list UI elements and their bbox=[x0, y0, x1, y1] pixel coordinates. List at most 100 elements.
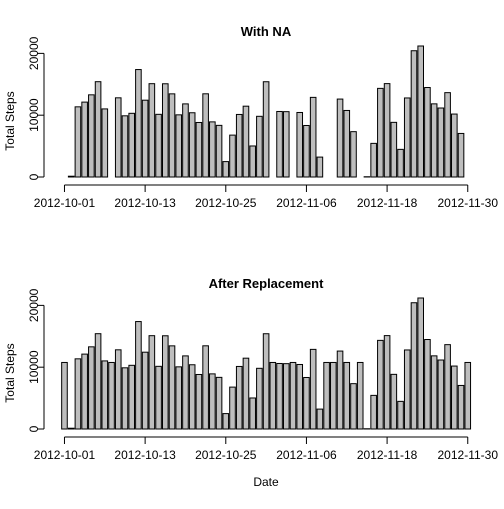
x-tick-label: 2012-11-30 bbox=[438, 448, 499, 462]
bar bbox=[317, 409, 323, 429]
bar bbox=[425, 88, 431, 177]
x-tick-label: 2012-11-18 bbox=[357, 196, 418, 210]
x-tick-label: 2012-11-18 bbox=[357, 448, 418, 462]
bar bbox=[250, 398, 256, 429]
bar bbox=[243, 106, 249, 177]
bar bbox=[196, 374, 202, 429]
bar bbox=[398, 149, 404, 177]
bar bbox=[115, 350, 121, 429]
bar bbox=[263, 334, 269, 429]
bar bbox=[431, 104, 437, 177]
x-tick-label: 2012-11-30 bbox=[438, 196, 499, 210]
bar bbox=[344, 362, 350, 429]
bar bbox=[75, 359, 81, 429]
bar bbox=[250, 146, 256, 177]
bar bbox=[136, 70, 142, 177]
bar bbox=[216, 125, 222, 177]
bar bbox=[257, 116, 263, 177]
bar bbox=[236, 366, 242, 429]
bar bbox=[277, 111, 283, 177]
bar bbox=[465, 362, 471, 429]
bar bbox=[411, 51, 417, 177]
bar bbox=[136, 322, 142, 429]
y-tick-label: 0 bbox=[27, 173, 41, 180]
bar bbox=[115, 98, 121, 177]
bar bbox=[149, 336, 155, 429]
x-tick-label: 2012-10-01 bbox=[34, 196, 96, 210]
bar bbox=[162, 84, 168, 177]
bar bbox=[149, 84, 155, 177]
bar bbox=[391, 122, 397, 177]
y-tick-label: 20000 bbox=[27, 288, 41, 322]
bar bbox=[378, 340, 384, 429]
bar bbox=[68, 176, 74, 177]
bar bbox=[62, 362, 68, 429]
bar bbox=[391, 374, 397, 429]
bar bbox=[425, 340, 431, 429]
y-tick-label: 0 bbox=[27, 425, 41, 432]
bar bbox=[371, 395, 377, 429]
bar bbox=[283, 364, 289, 429]
bar bbox=[223, 414, 229, 429]
bar bbox=[203, 346, 209, 429]
bar bbox=[243, 358, 249, 429]
bar bbox=[445, 93, 451, 177]
bar bbox=[156, 366, 162, 429]
y-axis-label: Total Steps bbox=[3, 91, 17, 150]
bar bbox=[183, 356, 189, 429]
bar bbox=[418, 46, 424, 177]
bar bbox=[236, 114, 242, 177]
bar bbox=[82, 102, 88, 177]
bar bbox=[438, 108, 444, 177]
bar bbox=[216, 377, 222, 429]
bar bbox=[162, 336, 168, 429]
bar bbox=[398, 401, 404, 429]
bar bbox=[203, 94, 209, 177]
bar bbox=[109, 362, 115, 429]
bar bbox=[122, 116, 128, 177]
bar bbox=[283, 112, 289, 177]
bar bbox=[196, 122, 202, 177]
bar bbox=[297, 112, 303, 177]
bar bbox=[156, 114, 162, 177]
bar bbox=[297, 364, 303, 429]
bar bbox=[75, 107, 81, 177]
chart-title: With NA bbox=[241, 24, 292, 39]
bar bbox=[310, 349, 316, 429]
bar bbox=[102, 109, 108, 177]
bar bbox=[445, 345, 451, 429]
bar bbox=[331, 362, 337, 429]
bar bbox=[324, 362, 330, 429]
bar bbox=[89, 347, 95, 429]
y-tick-label: 10000 bbox=[27, 350, 41, 384]
y-axis-label: Total Steps bbox=[3, 343, 17, 402]
x-axis-label: Date bbox=[253, 475, 279, 489]
bar bbox=[270, 362, 276, 429]
y-tick-label: 10000 bbox=[27, 98, 41, 132]
bars bbox=[68, 46, 463, 177]
bar bbox=[169, 94, 175, 177]
bar bbox=[384, 84, 390, 177]
bar bbox=[142, 352, 148, 429]
bar bbox=[176, 115, 182, 177]
bar bbox=[263, 82, 269, 177]
bar bbox=[438, 360, 444, 429]
bar bbox=[384, 336, 390, 429]
bar bbox=[378, 88, 384, 177]
chart-title: After Replacement bbox=[209, 276, 325, 291]
bar bbox=[458, 385, 464, 429]
bar bbox=[223, 162, 229, 177]
x-tick-label: 2012-10-13 bbox=[114, 196, 176, 210]
bar bbox=[89, 95, 95, 177]
bar bbox=[304, 125, 310, 177]
x-tick-label: 2012-10-01 bbox=[34, 448, 96, 462]
bar bbox=[95, 82, 101, 177]
bar bbox=[68, 428, 74, 429]
x-tick-label: 2012-10-25 bbox=[195, 196, 257, 210]
bar bbox=[257, 368, 263, 429]
bar bbox=[458, 133, 464, 177]
bar bbox=[452, 366, 458, 429]
bar bbox=[142, 100, 148, 177]
bars bbox=[62, 298, 471, 429]
bar bbox=[169, 346, 175, 429]
